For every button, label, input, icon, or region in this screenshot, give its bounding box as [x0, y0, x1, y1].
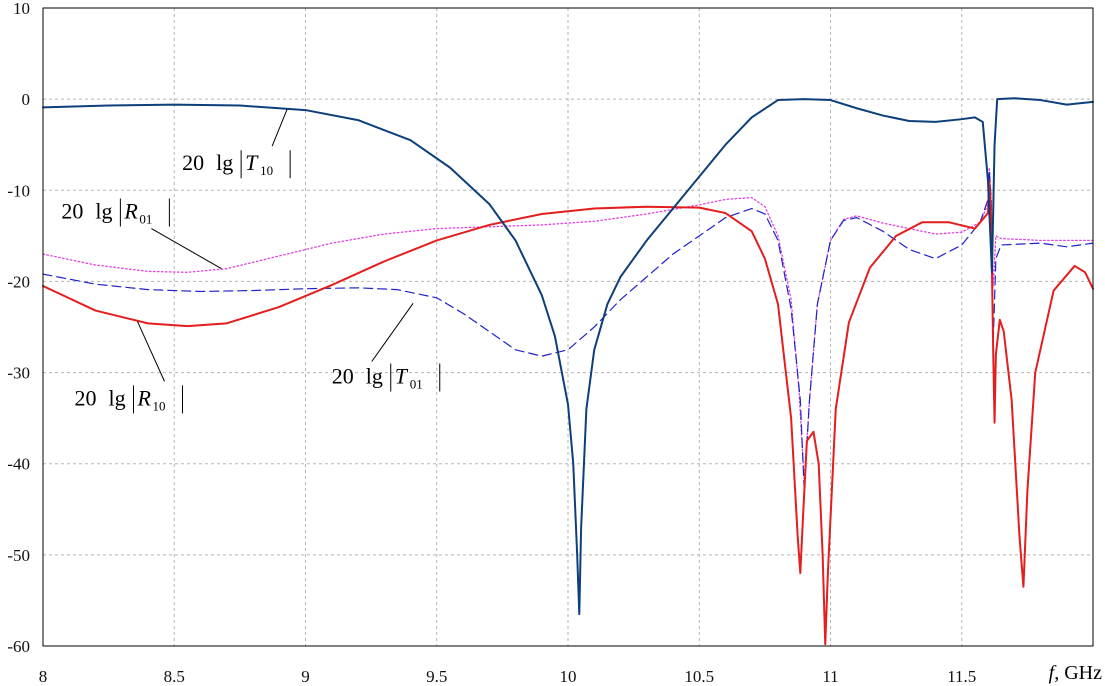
annotation-subscript: 01	[410, 377, 423, 392]
annotation-leader-line	[271, 108, 288, 147]
gridlines	[43, 8, 1093, 646]
tick-labels: 8 8.5 9 9.5 10 10.5 11 11.5 10 0 -10 -20 -30 -40 -50 -6…	[7, 0, 976, 686]
series-line-20-lg-r10-	[42, 180, 1094, 646]
x-axis-symbol: f	[1049, 662, 1057, 684]
annotation-lg: lg	[95, 199, 112, 224]
annotation-R10: 20 lg R 10	[75, 321, 183, 414]
annotation-prefix: 20	[75, 385, 97, 410]
annotation-subscript: 10	[260, 163, 273, 178]
annotation-lg: lg	[216, 150, 233, 175]
annotation-leader-line	[151, 228, 222, 270]
x-axis-unit: GHz	[1064, 662, 1102, 684]
y-tick-label: -30	[7, 364, 30, 383]
y-tick-label: 0	[22, 90, 31, 109]
x-tick-label: 8.5	[164, 667, 185, 686]
annotation-letter: T	[245, 150, 259, 175]
y-tick-label: -60	[7, 637, 30, 656]
annotation-lg: lg	[366, 364, 383, 389]
annotation-prefix: 20	[332, 364, 354, 389]
annotation-R01: 20 lg R 01	[61, 198, 222, 270]
annotation-letter: R	[123, 199, 138, 224]
y-tick-label: -20	[7, 272, 30, 291]
x-tick-label: 8	[39, 667, 48, 686]
x-tick-label: 10	[560, 667, 577, 686]
plot-frame	[42, 7, 1094, 647]
x-tick-label: 11	[822, 667, 838, 686]
y-tick-label: -40	[7, 455, 30, 474]
annotation-T10: 20 lg T 10	[182, 108, 291, 179]
annotation-T01: 20 lg T 01	[332, 303, 441, 392]
x-axis-title: f, GHz	[1049, 662, 1102, 684]
annotation-lg: lg	[109, 385, 126, 410]
x-tick-label: 10.5	[684, 667, 714, 686]
annotation-leader-line	[371, 303, 414, 362]
annotation-prefix: 20	[182, 150, 204, 175]
x-tick-label: 11.5	[947, 667, 976, 686]
annotation-letter: T	[395, 364, 409, 389]
series-line-20-lg-t10-	[42, 97, 1094, 616]
x-tick-label: 9.5	[426, 667, 447, 686]
x-tick-label: 9	[301, 667, 310, 686]
annotation-leader-line	[137, 321, 165, 382]
annotation-subscript: 10	[153, 398, 166, 413]
y-tick-label: -10	[7, 181, 30, 200]
x-axis-comma: ,	[1054, 662, 1064, 684]
y-tick-label: 10	[13, 0, 30, 18]
y-tick-label: -50	[7, 546, 30, 565]
annotation-letter: R	[137, 385, 152, 410]
annotation-prefix: 20	[61, 199, 83, 224]
series-layer	[42, 97, 1094, 646]
annotation-subscript: 01	[139, 212, 152, 227]
